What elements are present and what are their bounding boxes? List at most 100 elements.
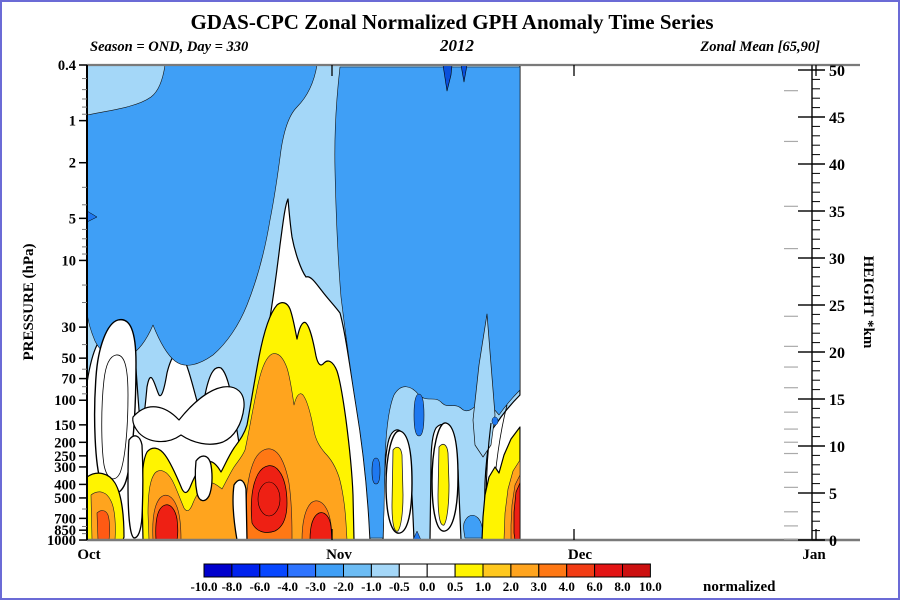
contour-spot-neg3-a [413,393,425,437]
colorbar-level-label: -10.0 [190,579,217,594]
month-label-oct: Oct [77,547,100,563]
pressure-tick-label: 500 [54,491,76,507]
pressure-tick-label: 100 [54,393,76,409]
height-tick-label: 0 [829,533,837,550]
season-subtitle: Season = OND, Day = 330 [90,39,248,55]
colorbar-level-label: -1.0 [361,579,382,594]
colorbar-level-label: 1.0 [475,579,491,594]
colorbar-cell [538,563,568,578]
contour-band-pos2-main [147,353,348,540]
height-tick-label: 45 [829,110,845,127]
contour-sliver-s1-y [391,446,404,532]
colorbar-cell [370,563,400,578]
contour-gap-g3 [232,479,248,540]
colorbar-level-label: 10.0 [639,579,662,594]
contour-spike-top-b [460,65,468,83]
contour-spot-neg3-c [491,416,499,426]
height-tick-label: 30 [829,251,845,268]
pressure-tick-label: 1 [69,114,76,130]
height-tick-label: 40 [829,157,845,174]
height-tick-label: 10 [829,439,845,456]
height-axis-title: HEIGHT *km [860,256,876,349]
colorbar-cell [510,563,540,578]
pressure-tick-label: 850 [54,523,76,539]
colorbar-cell [426,563,456,578]
axes-group: 0.41251030507010015020025030040050070085… [47,58,860,550]
contour-spot-neg3-b [371,457,381,485]
pressure-tick-label: 50 [62,351,77,367]
colorbar-cell [315,563,345,578]
contour-spike-top-a [442,65,453,92]
month-label-dec: Dec [568,547,592,563]
colorbar-cell [259,563,289,578]
colorbar-level-label: 8.0 [614,579,630,594]
month-label-nov: Nov [326,547,352,563]
colorbar-cell [287,563,317,578]
contour-field [87,65,521,540]
contour-white-band-w3 [132,386,245,445]
height-tick-label: 20 [829,345,845,362]
pressure-tick-label: 0.4 [58,58,76,74]
pressure-tick-label: 1000 [47,533,76,549]
colorbar-level-label: -6.0 [250,579,271,594]
pressure-tick-label: 10 [62,253,77,269]
colorbar-level-label: 4.0 [559,579,575,594]
pressure-tick-label: 200 [54,435,76,451]
colorbar-level-label: 6.0 [586,579,602,594]
colorbar-cell [594,563,623,578]
pressure-tick-label: 150 [54,418,76,434]
colorbar-level-label: 2.0 [503,579,519,594]
contour-blob-oct1-o2 [96,510,110,540]
colorbar-cell [622,563,651,578]
contour-core-pos4-c [309,512,333,540]
height-axis: 0 5 10 15 20 25 30 35 40 45 50 [784,63,845,550]
colorbar-cell [231,563,261,578]
contour-gap-g1 [127,435,144,539]
pressure-tick-label: 300 [54,460,76,476]
colorbar-level-label: -8.0 [222,579,243,594]
height-tick-label: 35 [829,204,845,221]
height-tick-label: 25 [829,298,845,315]
contour-line-pos6-inner [257,481,281,517]
colorbar-cell [482,563,512,578]
height-tick-label: 15 [829,392,845,409]
pressure-tick-label: 30 [62,320,77,336]
colorbar-level-label: 3.0 [531,579,547,594]
pressure-tick-label: 700 [54,511,76,527]
pressure-tick-label: 2 [69,156,76,172]
year-label: 2012 [439,36,475,55]
colorbar-cell [566,563,596,578]
contour-sliver-s2-y [437,443,450,526]
colorbar-level-label: -0.5 [389,579,410,594]
pressure-tick-label: 5 [69,211,76,227]
colorbar-level-label: 0.5 [447,579,464,594]
colorbar-cell [343,563,372,578]
colorbar-level-label: -3.0 [305,579,326,594]
colorbar-level-label: -2.0 [333,579,354,594]
colorbar-caption: normalized [703,579,776,595]
pressure-tick-label: 400 [54,477,76,493]
colorbar-cell [454,563,484,578]
pressure-tick-label: 70 [62,372,77,388]
page-title: GDAS-CPC Zonal Normalized GPH Anomaly Ti… [190,10,713,34]
contour-spike-left [87,210,98,223]
contour-gap-g2 [194,455,213,502]
pressure-axis-title: PRESSURE (hPa) [21,243,37,360]
colorbar-level-label: -4.0 [277,579,298,594]
contour-core-pos4-a [155,504,179,540]
zonal-mean-label: Zonal Mean [65,90] [699,39,820,55]
colorbar: -10.0 -8.0 -6.0 -4.0 -3.0 -2.0 -1.0 -0.5 0.0 0.5 1… [190,563,662,594]
colorbar-level-label: 0.0 [419,579,435,594]
time-axis-ticks [86,65,817,540]
month-label-jan: Jan [802,547,826,563]
contour-core-pos4-b [250,465,288,533]
contour-edge-plume-r [513,482,521,540]
colorbar-cell [203,563,233,578]
pressure-tick-label: 250 [54,449,76,465]
contour-spot-neg3-bottom [412,530,422,540]
colorbar-cell [398,563,428,578]
height-tick-label: 50 [829,63,845,80]
